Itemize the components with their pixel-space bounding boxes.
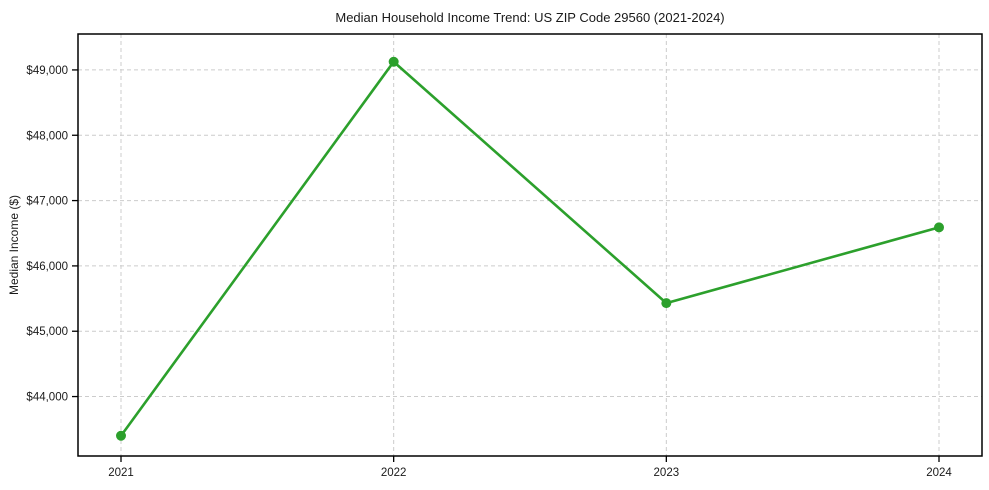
data-point-marker (116, 430, 126, 441)
y-tick-label: $44,000 (26, 392, 68, 404)
x-tick-label: 2023 (654, 467, 680, 479)
y-tick-label: $48,000 (26, 130, 68, 142)
data-point-marker (388, 56, 399, 67)
y-tick-label: $46,000 (26, 261, 68, 273)
gridlines (78, 34, 982, 456)
data-point-marker (934, 222, 944, 233)
x-tick-label: 2022 (381, 467, 407, 479)
y-tick-label: $47,000 (26, 196, 68, 208)
x-tick-label: 2021 (108, 467, 134, 479)
plot-border (77, 33, 983, 457)
chart-title: Median Household Income Trend: US ZIP Co… (335, 10, 724, 25)
data-point-marker (661, 298, 672, 309)
x-tick-label: 2024 (926, 467, 952, 479)
y-tick-label: $49,000 (26, 65, 68, 77)
y-axis-label: Median Income ($) (7, 195, 21, 295)
axis-ticks: $44,000 $45,000 $46,000 $47,000 $48,000 $49,0… (26, 65, 952, 479)
y-tick-label: $45,000 (26, 326, 68, 338)
trend-line (119, 60, 941, 438)
data-point-markers (116, 56, 944, 441)
